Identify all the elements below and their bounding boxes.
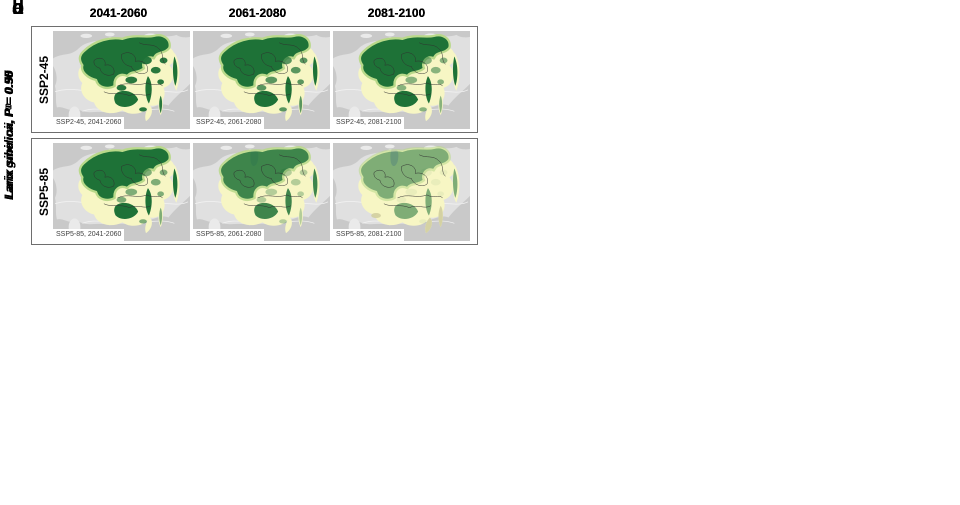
period-headers: 2041-2060 2061-2080 2081-2100 [31, 0, 478, 26]
period-header: 2061-2080 [228, 6, 287, 20]
period-header: 2041-2060 [89, 6, 148, 20]
panel-letter: b [12, 0, 25, 19]
map-scenario-tag: SSP5-85, 2061-2080 [193, 229, 265, 241]
distribution-map [193, 30, 330, 129]
period-header: 2081-2100 [367, 6, 426, 20]
map-cell: SSP5-85, 2041-2060 [53, 142, 190, 241]
period-header: 2041-2060 [89, 6, 148, 20]
period-header: 2041-2060 [89, 6, 148, 20]
period-header: 2041-2060 [89, 6, 148, 20]
map-scenario-tag: SSP2-45, 2041-2060 [53, 117, 125, 129]
panel-content: 2041-2060 2061-2080 2081-2100 SSP2-45 SS… [31, 0, 478, 250]
distribution-map [193, 142, 330, 241]
period-header: 2061-2080 [228, 6, 287, 20]
period-header: 2081-2100 [367, 6, 426, 20]
map-scenario-tag: SSP5-85, 2081-2100 [333, 229, 405, 241]
distribution-map [53, 142, 190, 241]
period-header: 2081-2100 [367, 6, 426, 20]
map-scenario-tag: SSP2-45, 2061-2080 [193, 117, 265, 129]
scenario-label: SSP5-85 [37, 167, 51, 216]
map-cell: SSP2-45, 2061-2080 [193, 30, 330, 129]
scenario-label: SSP2-45 [37, 55, 51, 104]
panel-letter: d [12, 0, 25, 19]
species-label-suffix: = 0.95 [2, 69, 16, 104]
map-cell: SSP5-85, 2061-2080 [193, 142, 330, 241]
panel-letter: a [12, 0, 24, 19]
period-headers: 2041-2060 2061-2080 2081-2100 [31, 0, 478, 26]
period-header: 2061-2080 [228, 6, 287, 20]
map-cell: SSP5-85, 2081-2100 [333, 142, 470, 241]
distribution-map [333, 30, 470, 129]
period-header: 2061-2080 [228, 6, 287, 20]
scenario-row-ssp245: SSP2-45 SSP2-45, 2041-2060 SSP2-45, 2061… [31, 26, 478, 133]
species-label-prefix: Larix gmelinii, P [2, 108, 16, 201]
scenario-row-ssp585: SSP5-85 SSP5-85, 2041-2060 SSP5-85, 2061… [31, 138, 478, 245]
map-scenario-tag: SSP2-45, 2081-2100 [333, 117, 405, 129]
period-header: 2081-2100 [367, 6, 426, 20]
distribution-map [333, 142, 470, 241]
distribution-map [53, 30, 190, 129]
map-cell: SSP2-45, 2041-2060 [53, 30, 190, 129]
map-scenario-tag: SSP5-85, 2041-2060 [53, 229, 125, 241]
period-headers: 2041-2060 2061-2080 2081-2100 [31, 0, 478, 26]
species-label-sub: 0 [4, 103, 14, 109]
map-cell: SSP2-45, 2081-2100 [333, 30, 470, 129]
panel-letter: c [12, 0, 24, 19]
period-headers: 2041-2060 2061-2080 2081-2100 [31, 0, 478, 26]
